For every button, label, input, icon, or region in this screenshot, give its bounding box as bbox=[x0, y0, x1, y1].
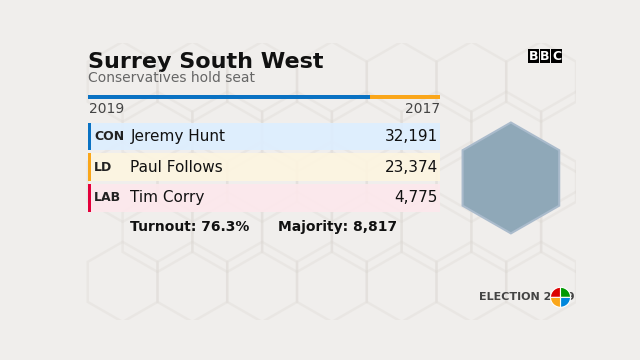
FancyBboxPatch shape bbox=[528, 49, 539, 63]
Text: LD: LD bbox=[94, 161, 112, 174]
Text: Tim Corry: Tim Corry bbox=[131, 190, 205, 206]
FancyBboxPatch shape bbox=[370, 95, 440, 99]
FancyBboxPatch shape bbox=[88, 122, 91, 150]
Text: ELECTION 2019: ELECTION 2019 bbox=[479, 292, 575, 302]
Text: 32,191: 32,191 bbox=[385, 129, 438, 144]
Text: CON: CON bbox=[94, 130, 124, 143]
Wedge shape bbox=[561, 297, 571, 307]
Text: 4,775: 4,775 bbox=[395, 190, 438, 206]
FancyBboxPatch shape bbox=[88, 122, 440, 150]
FancyBboxPatch shape bbox=[540, 49, 550, 63]
FancyBboxPatch shape bbox=[88, 153, 91, 181]
FancyBboxPatch shape bbox=[88, 184, 440, 212]
FancyBboxPatch shape bbox=[88, 95, 370, 99]
Text: B: B bbox=[540, 50, 550, 63]
Text: Paul Follows: Paul Follows bbox=[131, 160, 223, 175]
Text: Jeremy Hunt: Jeremy Hunt bbox=[131, 129, 225, 144]
Wedge shape bbox=[550, 297, 561, 307]
Text: C: C bbox=[552, 50, 561, 63]
Polygon shape bbox=[463, 122, 559, 233]
Text: 2017: 2017 bbox=[405, 103, 440, 117]
Text: Turnout: 76.3%: Turnout: 76.3% bbox=[131, 220, 250, 234]
Text: 23,374: 23,374 bbox=[385, 160, 438, 175]
Text: 2019: 2019 bbox=[90, 103, 125, 117]
Text: Majority: 8,817: Majority: 8,817 bbox=[278, 220, 397, 234]
Text: Surrey South West: Surrey South West bbox=[88, 53, 323, 72]
FancyBboxPatch shape bbox=[88, 184, 91, 212]
Wedge shape bbox=[550, 287, 561, 297]
Wedge shape bbox=[561, 287, 571, 297]
Text: B: B bbox=[529, 50, 538, 63]
Text: LAB: LAB bbox=[94, 192, 121, 204]
Text: Conservatives hold seat: Conservatives hold seat bbox=[88, 71, 255, 85]
FancyBboxPatch shape bbox=[88, 153, 440, 181]
FancyBboxPatch shape bbox=[551, 49, 562, 63]
